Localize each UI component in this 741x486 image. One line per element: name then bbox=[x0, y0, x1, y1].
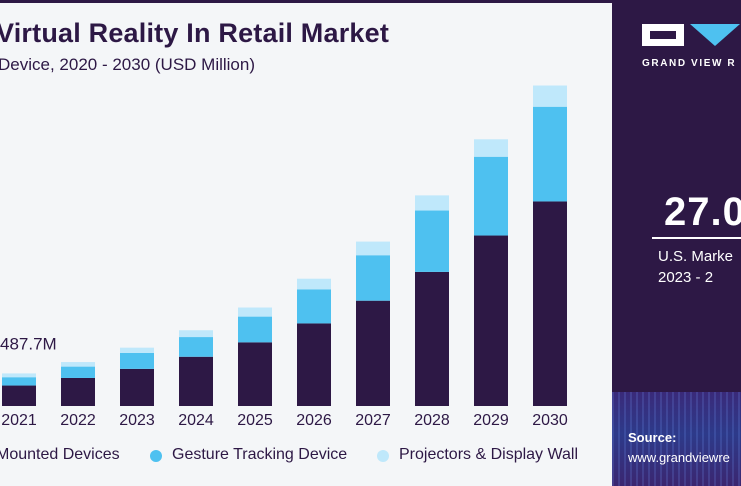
grand-view-logo-icon bbox=[642, 24, 740, 46]
source-label: Source: bbox=[628, 430, 677, 445]
side-panel: GRAND VIEW R 27.0 U.S. Marke 2023 - 2 So… bbox=[612, 0, 741, 486]
x-tick-label: 2021 bbox=[1, 412, 37, 429]
stat-divider bbox=[652, 237, 741, 239]
bar-2026-series-3 bbox=[297, 278, 331, 290]
bar-2026-series-1 bbox=[297, 323, 331, 406]
bar-2030-series-1 bbox=[533, 201, 567, 406]
x-tick-label: 2025 bbox=[237, 412, 273, 429]
bar-2021-series-2 bbox=[2, 377, 36, 386]
bar-2029-series-1 bbox=[474, 235, 508, 406]
bar-2028-series-3 bbox=[415, 195, 449, 211]
legend-label-projectors: Projectors & Display Wall bbox=[399, 446, 579, 463]
bar-2023-series-2 bbox=[120, 352, 154, 369]
bar-2022-series-3 bbox=[61, 362, 95, 367]
legend-item-mounted: Mounted Devices bbox=[0, 446, 120, 464]
bar-2025-series-3 bbox=[238, 307, 272, 317]
source-band bbox=[612, 392, 741, 486]
source-url[interactable]: www.grandviewre bbox=[628, 450, 730, 465]
chart-subtitle: Device, 2020 - 2030 (USD Million) bbox=[0, 55, 255, 74]
bar-2028-series-2 bbox=[415, 210, 449, 272]
stacked-bar-chart: 2021 487.7M 2022 2023 2024 2025 2026 2027 2028 20… bbox=[0, 85, 568, 429]
top-accent-bar bbox=[0, 0, 612, 3]
bar-2029-series-2 bbox=[474, 156, 508, 236]
bar-2021-series-3 bbox=[2, 373, 36, 378]
bar-2027-series-2 bbox=[356, 255, 390, 301]
x-tick-label: 2028 bbox=[414, 412, 450, 429]
legend-label-gesture: Gesture Tracking Device bbox=[172, 446, 348, 463]
bar-2023-series-3 bbox=[120, 347, 154, 353]
x-tick-label: 2029 bbox=[473, 412, 509, 429]
bar-2024-series-2 bbox=[179, 337, 213, 357]
x-tick-label: 2024 bbox=[178, 412, 214, 429]
bar-2027-series-1 bbox=[356, 300, 390, 406]
bar-2023-series-1 bbox=[120, 368, 154, 406]
chart-panel: Virtual Reality In Retail Market Device,… bbox=[0, 0, 612, 468]
bar-2028-series-1 bbox=[415, 271, 449, 406]
bar-2030-series-3 bbox=[533, 85, 567, 107]
x-tick-label: 2023 bbox=[119, 412, 155, 429]
bar-2022-series-1 bbox=[61, 377, 95, 406]
x-tick-label: 2030 bbox=[532, 412, 568, 429]
stat-label-line1: U.S. Marke bbox=[658, 248, 734, 265]
bar-2022-series-2 bbox=[61, 366, 95, 378]
bar-2026-series-2 bbox=[297, 289, 331, 324]
legend-label-mounted: Mounted Devices bbox=[0, 446, 120, 463]
bar-2030-series-2 bbox=[533, 106, 567, 202]
bar-2024-series-3 bbox=[179, 330, 213, 338]
x-tick-label: 2026 bbox=[296, 412, 332, 429]
legend-swatch-gesture bbox=[150, 450, 162, 462]
chart-title: Virtual Reality In Retail Market bbox=[0, 18, 390, 48]
x-tick-label: 2022 bbox=[60, 412, 96, 429]
bar-2025-series-2 bbox=[238, 316, 272, 343]
bar-2024-series-1 bbox=[179, 356, 213, 406]
stat-label: U.S. Marke 2023 - 2 bbox=[658, 246, 733, 288]
stat-label-line2: 2023 - 2 bbox=[658, 269, 714, 286]
bar-2025-series-1 bbox=[238, 342, 272, 406]
legend-swatch-projectors bbox=[377, 450, 389, 462]
bar-2021-series-1 bbox=[2, 385, 36, 406]
bar-2027-series-3 bbox=[356, 241, 390, 256]
chart-legend: Mounted Devices Gesture Tracking Device … bbox=[0, 446, 612, 468]
bar-annotation-label: 487.7M bbox=[0, 334, 57, 353]
x-tick-label: 2027 bbox=[355, 412, 391, 429]
bar-2029-series-3 bbox=[474, 139, 508, 157]
headline-value: 27.0 bbox=[664, 190, 741, 234]
brand-name: GRAND VIEW R bbox=[642, 58, 737, 69]
